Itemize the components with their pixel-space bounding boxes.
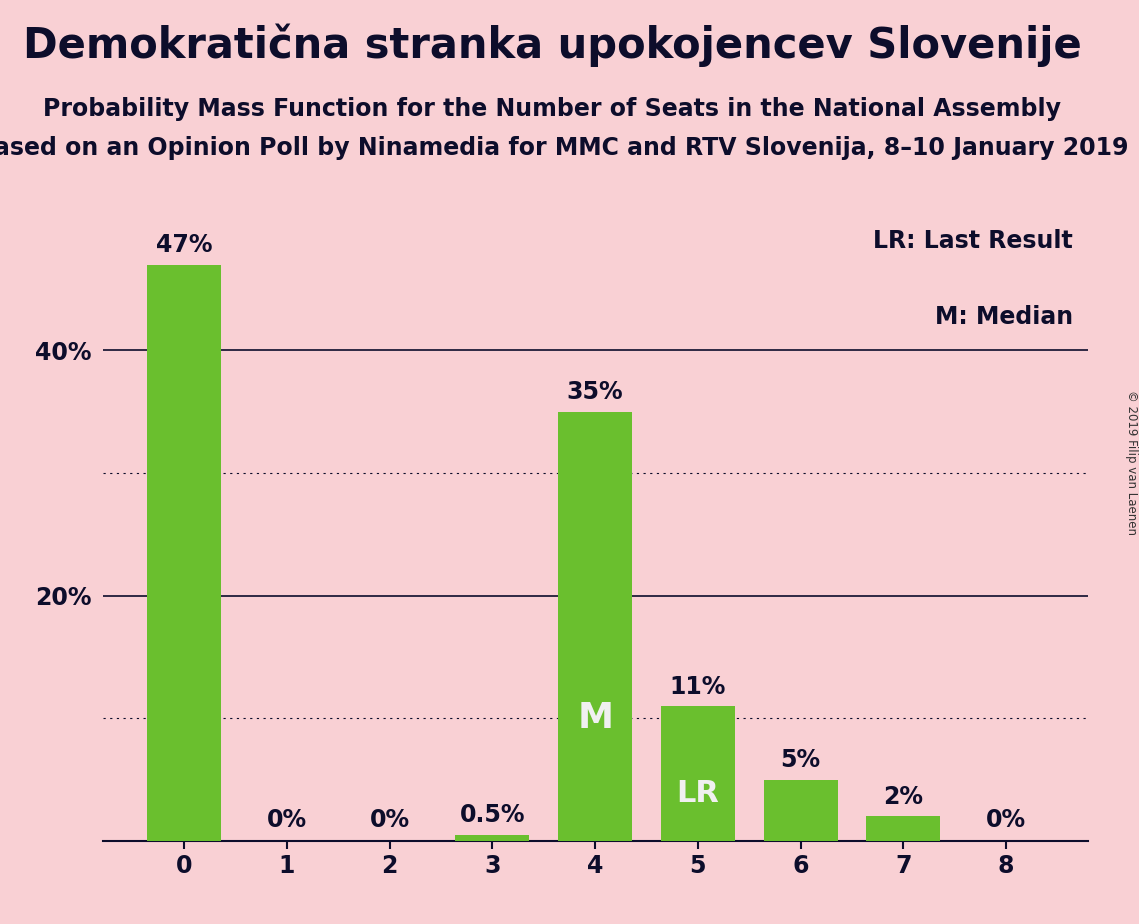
- Text: 5%: 5%: [780, 748, 820, 772]
- Text: LR: Last Result: LR: Last Result: [874, 229, 1073, 253]
- Bar: [661, 706, 735, 841]
- Bar: [763, 780, 837, 841]
- Text: Based on an Opinion Poll by Ninamedia for MMC and RTV Slovenija, 8–10 January 20: Based on an Opinion Poll by Ninamedia fo…: [0, 136, 1129, 160]
- Text: © 2019 Filip van Laenen: © 2019 Filip van Laenen: [1124, 390, 1138, 534]
- Text: Probability Mass Function for the Number of Seats in the National Assembly: Probability Mass Function for the Number…: [43, 97, 1062, 121]
- Bar: [456, 834, 530, 841]
- Text: M: M: [577, 701, 613, 736]
- Text: 0%: 0%: [267, 808, 308, 833]
- Text: 2%: 2%: [883, 785, 924, 809]
- Text: 11%: 11%: [670, 675, 726, 699]
- Text: 35%: 35%: [567, 381, 623, 405]
- Bar: [558, 412, 632, 841]
- Text: 0%: 0%: [370, 808, 410, 833]
- Text: Demokratična stranka upokojencev Slovenije: Demokratična stranka upokojencev Sloveni…: [23, 23, 1082, 67]
- Text: M: Median: M: Median: [935, 305, 1073, 329]
- Bar: [147, 264, 221, 841]
- Text: 0%: 0%: [986, 808, 1026, 833]
- Bar: [867, 816, 941, 841]
- Text: 47%: 47%: [156, 233, 213, 257]
- Text: LR: LR: [677, 779, 720, 808]
- Text: 0.5%: 0.5%: [460, 803, 525, 827]
